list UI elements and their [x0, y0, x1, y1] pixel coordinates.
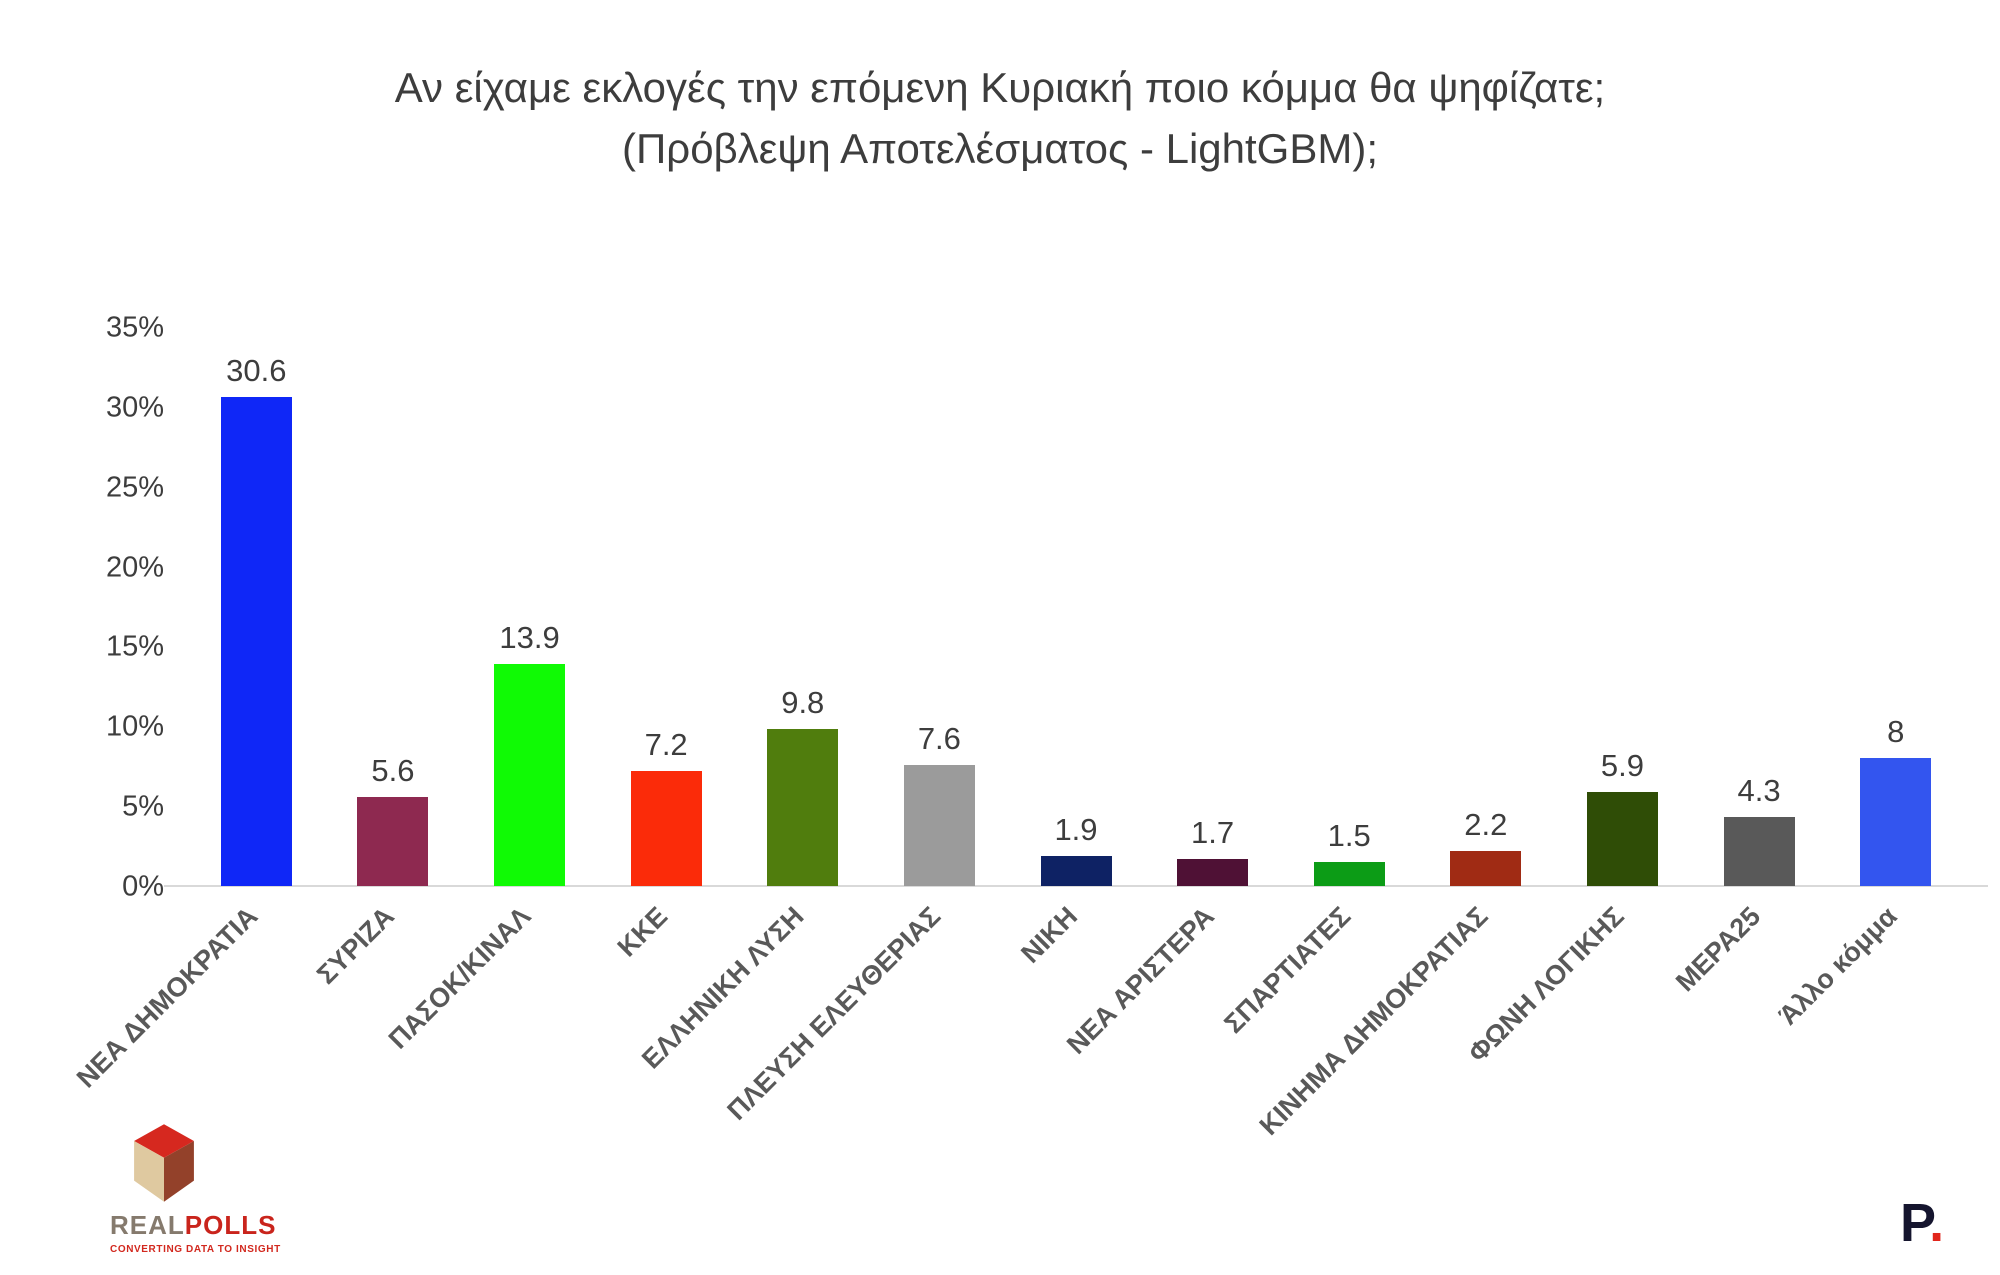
watermark-letter: P — [1900, 1193, 1930, 1253]
cube-top-face — [134, 1124, 194, 1158]
bar-chart: 35% 30% 25% 20% 15% 10% 5% 0% 30.6 5.6 13.9 7.2 9.8… — [71, 312, 1988, 1141]
realpolls-logo-text: REALPOLLS — [110, 1210, 390, 1241]
y-axis: 35% 30% 25% 20% 15% 10% 5% 0% — [34, 312, 164, 903]
realpolls-logo: REALPOLLS CONVERTING DATA TO INSIGHT — [110, 1122, 390, 1255]
category-label: ΝΙΚΗ — [1015, 901, 1084, 969]
bar — [1040, 855, 1112, 886]
bar-value-label: 2.2 — [1464, 806, 1508, 842]
bar-value-label: 1.7 — [1191, 814, 1235, 850]
bar — [630, 771, 702, 886]
watermark-dot: . — [1929, 1193, 1945, 1253]
bar — [494, 664, 566, 886]
category-label: ΚΚΕ — [611, 901, 674, 963]
bar — [1586, 791, 1658, 886]
realpolls-cube-icon — [134, 1124, 194, 1202]
logo-word-polls: POLLS — [184, 1210, 277, 1240]
category-label: Άλλο κόμμα — [1773, 901, 1903, 1031]
bar — [767, 729, 839, 886]
logo-tagline: CONVERTING DATA TO INSIGHT — [110, 1244, 281, 1255]
watermark-p-logo: P. — [1900, 1192, 1944, 1254]
bar-value-label: 5.9 — [1600, 747, 1644, 783]
bar-value-label: 7.6 — [917, 720, 961, 756]
chart-title-line1: Αν είχαμε εκλογές την επόμενη Κυριακή πο… — [394, 64, 1606, 111]
y-axis-tick: 10% — [105, 710, 164, 743]
bar-value-label: 9.8 — [781, 685, 825, 721]
bar-value-label: 8 — [1887, 714, 1905, 750]
category-label: ΣΥΡΙΖΑ — [311, 901, 401, 990]
category-label: ΚΙΝΗΜΑ ΔΗΜΟΚΡΑΤΙΑΣ — [1253, 901, 1494, 1141]
bar-value-label: 30.6 — [226, 353, 287, 389]
y-axis-tick: 15% — [105, 630, 164, 663]
category-label: ΣΠΑΡΤΙΑΤΕΣ — [1218, 901, 1357, 1040]
bar — [1723, 817, 1795, 886]
bar — [1177, 858, 1249, 886]
bar — [1313, 862, 1385, 886]
y-axis-tick: 35% — [105, 311, 164, 344]
bar-value-label: 7.2 — [644, 727, 688, 763]
cube-right-face — [164, 1141, 194, 1202]
bar-value-label: 1.9 — [1054, 811, 1098, 847]
category-label: ΠΑΣΟΚ/ΚΙΝΑΛ — [383, 901, 537, 1055]
x-axis-line — [164, 885, 1988, 887]
category-label: ΝΕΑ ΔΗΜΟΚΡΑΤΙΑ — [71, 901, 264, 1094]
category-label: ΜΕΡΑ25 — [1670, 901, 1767, 998]
bar — [220, 397, 292, 886]
y-axis-tick: 0% — [122, 870, 164, 903]
chart-title-line2: (Πρόβλεψη Αποτελέσματος - LightGBM); — [621, 124, 1379, 172]
logo-word-real: REAL — [110, 1210, 185, 1240]
chart-title: Αν είχαμε εκλογές την επόμενη Κυριακή πο… — [0, 58, 2000, 180]
bar — [903, 764, 975, 886]
cube-left-face — [134, 1141, 164, 1202]
bar — [357, 796, 429, 886]
bar-value-label: 4.3 — [1737, 773, 1781, 809]
bar-value-label: 1.5 — [1327, 818, 1371, 854]
bar-value-label: 5.6 — [371, 752, 415, 788]
category-label: ΝΕΑ ΑΡΙΣΤΕΡΑ — [1060, 901, 1220, 1060]
bar-value-label: 13.9 — [499, 620, 560, 655]
bar — [1860, 758, 1932, 886]
y-axis-tick: 25% — [105, 471, 164, 504]
y-axis-tick: 30% — [105, 391, 164, 424]
bar — [1450, 850, 1522, 886]
y-axis-tick: 20% — [105, 551, 164, 584]
plot-area: 30.6 5.6 13.9 7.2 9.8 7.6 1.9 1.7 1.5 2.2 5.9 4.3 8 — [164, 328, 1988, 887]
y-axis-tick: 5% — [122, 790, 164, 823]
